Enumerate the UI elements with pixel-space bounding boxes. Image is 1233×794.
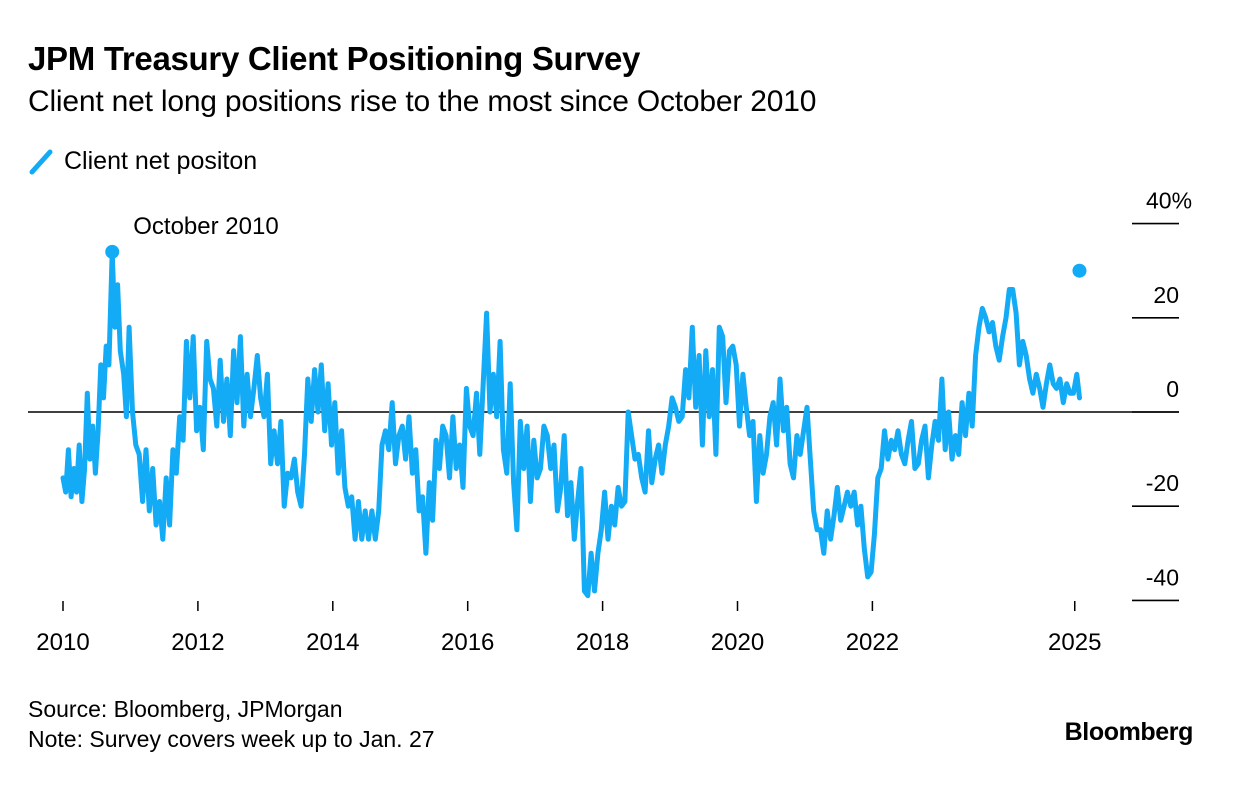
legend-line-icon — [29, 149, 53, 174]
x-tick-label: 2020 — [711, 629, 764, 656]
bloomberg-logo: Bloomberg — [1064, 718, 1194, 746]
x-tick-label: 2010 — [36, 629, 89, 656]
y-tick-label: 40% — [1146, 188, 1192, 214]
legend-label: Client net positon — [64, 147, 258, 175]
legend: Client net positon — [28, 147, 257, 176]
x-tick-label: 2016 — [441, 629, 494, 656]
series-line-client-net-position — [60, 249, 1082, 599]
x-tick-label: 2014 — [306, 629, 359, 656]
footnote: Note: Survey covers week up to Jan. 27 — [28, 726, 435, 752]
chart-subtitle: Client net long positions rise to the mo… — [28, 85, 817, 118]
y-tick-label: -20 — [1146, 470, 1179, 496]
annotations: October 2010 — [105, 213, 1087, 278]
y-tick-label: 0 — [1166, 376, 1179, 402]
x-tick-label: 2012 — [171, 629, 224, 656]
x-tick-label: 2018 — [576, 629, 629, 656]
annotation-label: October 2010 — [133, 213, 278, 240]
y-tick-label: -40 — [1146, 564, 1179, 590]
peak-marker — [105, 244, 120, 259]
x-tick-label: 2022 — [846, 629, 899, 656]
y-tick-label: 20 — [1153, 282, 1179, 308]
latest-value-marker — [1072, 263, 1087, 278]
y-axis: 40% 20 0 -20 -40 — [1132, 188, 1192, 602]
x-tick-label: 2025 — [1048, 629, 1101, 656]
source-note: Source: Bloomberg, JPMorgan — [28, 696, 343, 722]
x-axis: 2010 2012 2014 2016 2018 2020 2022 2025 — [36, 601, 1101, 656]
chart-title: JPM Treasury Client Positioning Survey — [28, 40, 641, 77]
